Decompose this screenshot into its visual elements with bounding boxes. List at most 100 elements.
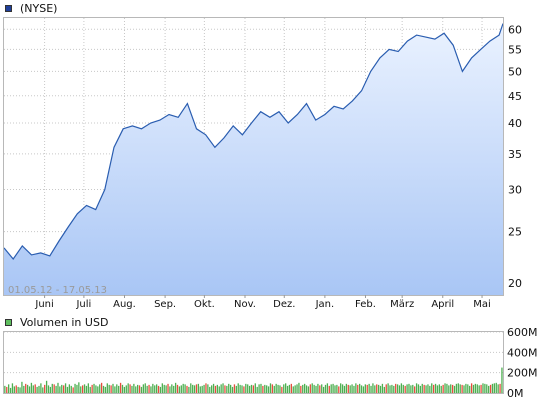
volume-bar (434, 383, 437, 393)
volume-bar (377, 384, 380, 393)
volume-bar (446, 383, 448, 393)
volume-y-tick-label: 400M (507, 346, 538, 359)
volume-bar (313, 384, 315, 393)
volume-bar (245, 383, 247, 393)
volume-bar (222, 383, 224, 393)
volume-bar (123, 386, 126, 393)
volume-bar (178, 386, 181, 393)
volume-bar (133, 383, 135, 393)
volume-bar (184, 384, 186, 393)
volume-bar (453, 385, 456, 393)
volume-bar (277, 384, 279, 393)
volume-bar (440, 385, 442, 393)
volume-bar (296, 384, 298, 393)
volume-y-tick-label: 600M (507, 326, 538, 339)
volume-bar (81, 385, 84, 394)
volume-bar (228, 383, 230, 393)
volume-bar (235, 385, 237, 393)
volume-bar (6, 386, 8, 393)
volume-bar (497, 384, 499, 393)
volume-bar (55, 385, 57, 393)
volume-bar (114, 386, 116, 393)
volume-bar (180, 385, 182, 394)
volume-bar (336, 384, 338, 393)
volume-bar (415, 383, 418, 393)
volume-bar (476, 384, 478, 393)
volume-bar (332, 383, 334, 393)
volume-bar (57, 382, 59, 393)
volume-bar (209, 386, 211, 393)
volume-bar (260, 383, 262, 393)
volume-bar (493, 383, 496, 393)
volume-bar (349, 385, 351, 394)
volume-bar (288, 384, 291, 393)
volume-bar (110, 385, 112, 394)
price-y-axis: 20 25 30 35 40 45 50 55 60 (508, 23, 522, 290)
volume-bar (161, 383, 163, 393)
volume-bar (275, 383, 277, 393)
volume-bar (258, 384, 260, 393)
volume-bar (125, 385, 127, 394)
price-legend-label: (NYSE) (20, 2, 58, 15)
volume-bar (273, 385, 275, 393)
volume-bar (345, 383, 348, 393)
volume-bar (49, 386, 52, 393)
volume-bar (207, 384, 209, 393)
price-x-tick-label: Jan. (315, 299, 335, 310)
volume-bar (44, 384, 46, 393)
volume-bar (97, 386, 99, 393)
volume-bar (21, 381, 23, 393)
volume-bar (254, 383, 256, 393)
volume-bar (322, 386, 325, 393)
volume-bar (243, 386, 245, 393)
volume-bar (32, 385, 34, 394)
volume-bar (205, 383, 207, 393)
volume-bar (474, 383, 477, 393)
volume-bar (247, 384, 249, 393)
volume-bar (451, 384, 454, 393)
volume-bar (374, 385, 376, 394)
volume-bar (269, 383, 272, 393)
volume-bar (112, 383, 114, 393)
volume-bar (271, 384, 274, 393)
volume-bar (501, 367, 503, 393)
volume-bar (315, 385, 317, 393)
volume-bar (307, 386, 310, 393)
volume-bar (199, 386, 201, 393)
price-x-tick-label: Okt. (194, 299, 215, 310)
volume-bar (66, 386, 69, 393)
volume-bar (248, 385, 251, 393)
price-x-tick-label: Juni (34, 299, 53, 310)
volume-bar (173, 385, 175, 393)
price-x-tick-label: Aug. (113, 299, 136, 310)
volume-bar (351, 384, 353, 393)
volume-bar (93, 383, 95, 393)
volume-bar (91, 384, 93, 393)
volume-bar (38, 385, 40, 393)
volume-bar (423, 384, 425, 393)
volume-bar (417, 384, 420, 393)
volume-bar (412, 384, 414, 393)
volume-bar (85, 385, 88, 393)
volume-bar (214, 385, 217, 393)
price-plot-frame (3, 17, 504, 296)
volume-bar (150, 386, 152, 393)
volume-bar (118, 385, 120, 393)
volume-bar (414, 386, 416, 393)
volume-bar (121, 384, 124, 393)
volume-bar (408, 383, 410, 393)
volume-bar (148, 384, 150, 393)
volume-bar (395, 383, 397, 393)
volume-bar (154, 385, 156, 394)
price-area (4, 23, 503, 295)
volume-bar (193, 385, 196, 394)
price-x-tick-label: Dez. (273, 299, 295, 310)
volume-bar (442, 384, 444, 393)
volume-bar (119, 382, 122, 393)
volume-bar (83, 384, 86, 393)
volume-bar (266, 385, 268, 394)
volume-bar (283, 384, 285, 393)
volume-bar (61, 384, 63, 393)
price-legend-swatch (5, 5, 12, 12)
